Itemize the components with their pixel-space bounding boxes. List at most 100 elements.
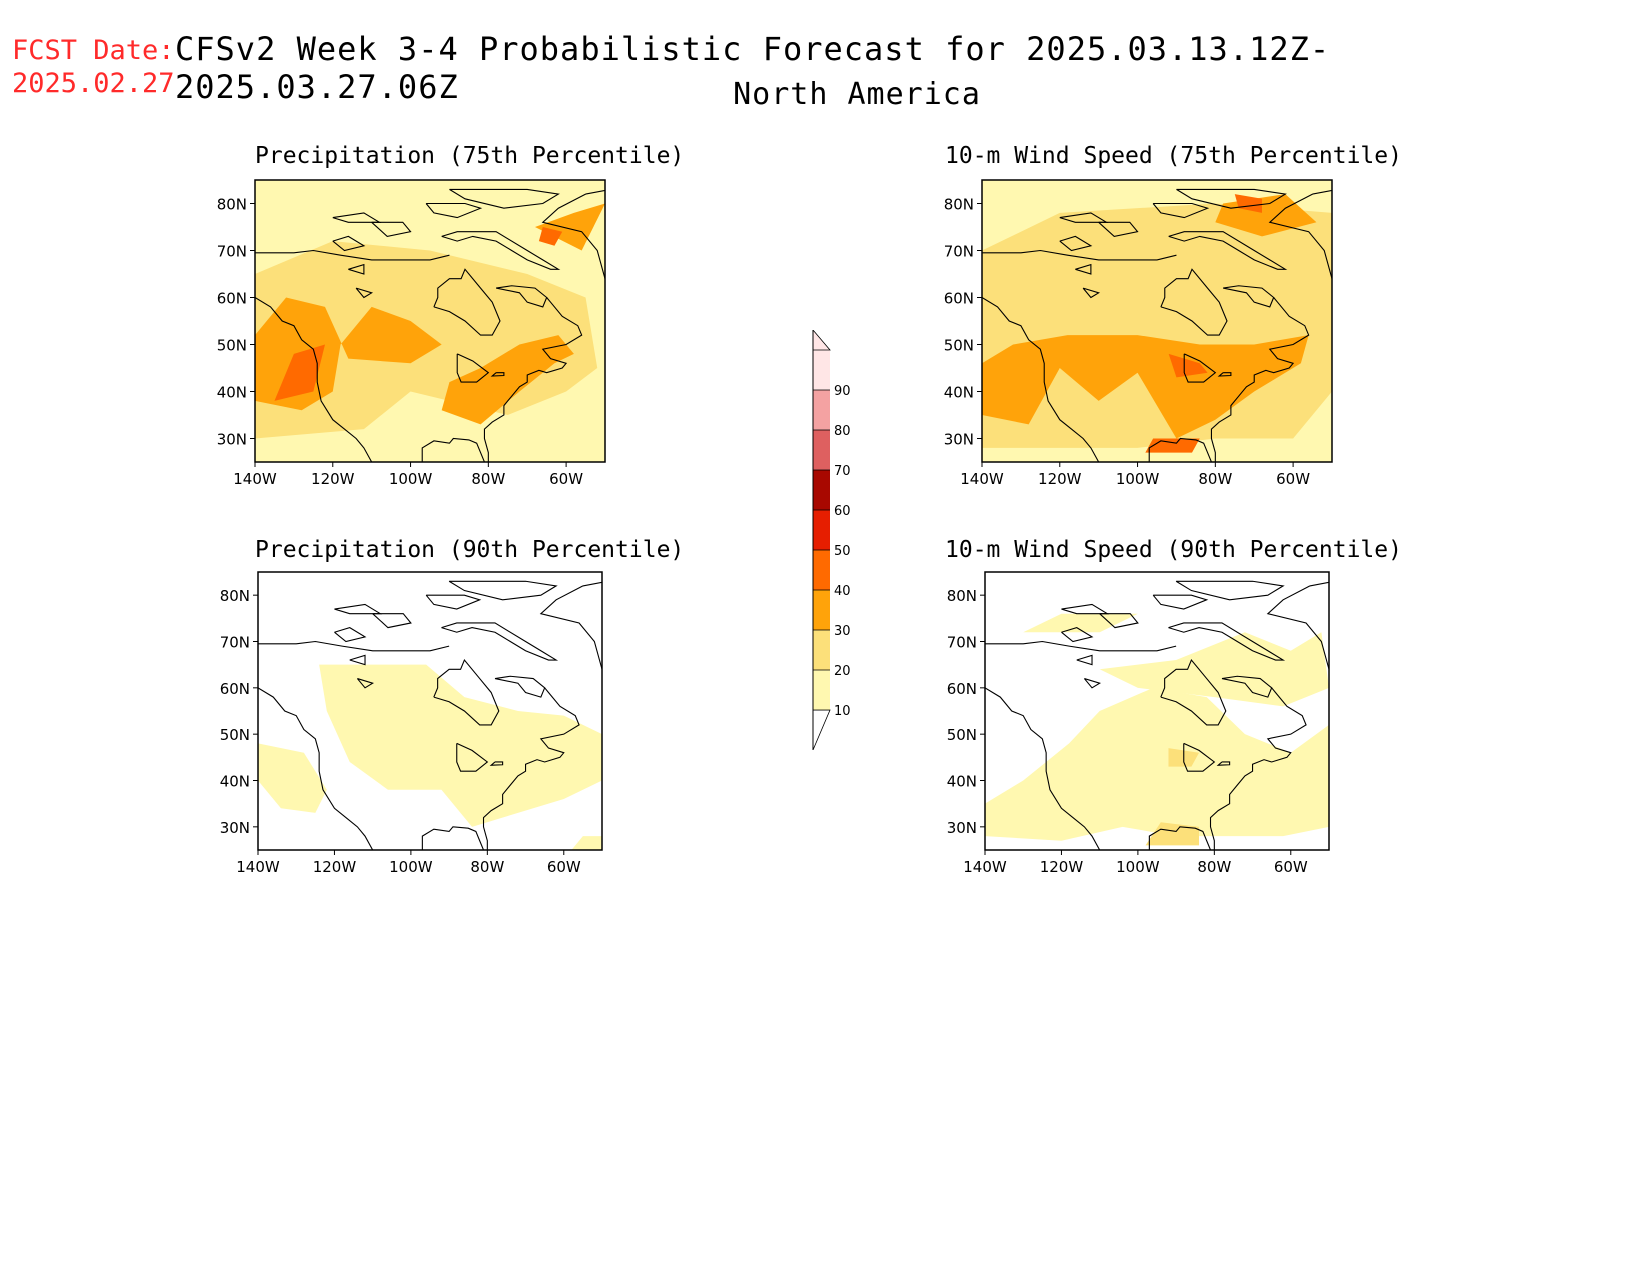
- coastline: [985, 687, 1101, 850]
- probability-shade: [571, 836, 602, 850]
- colorbar-label: 40: [834, 584, 851, 599]
- map-wind75: 80N 70N 60N 50N 40N 30N 140W 120W 100W 80W 60W: [944, 179, 1333, 488]
- colorbar-label: 20: [834, 664, 851, 679]
- panel-title-wind75: 10-m Wind Speed (75th Percentile): [945, 143, 1402, 169]
- lat-label: 30N: [220, 819, 250, 837]
- colorbar-label: 30: [834, 624, 851, 639]
- lon-label: 140W: [236, 858, 280, 876]
- lon-label: 100W: [389, 470, 433, 488]
- lon-label: 120W: [313, 858, 357, 876]
- map-frame: [981, 179, 1333, 463]
- coastline-layer: [258, 580, 602, 850]
- coastline: [1209, 687, 1307, 850]
- lon-label: 120W: [1040, 858, 1084, 876]
- map-precip90: 80N 70N 60N 50N 40N 30N 140W 120W 100W 80W 60W: [220, 571, 603, 876]
- map-frame: [254, 179, 606, 463]
- fcst-date-value: 2025.02.27: [12, 68, 175, 99]
- coastline: [1176, 188, 1287, 209]
- coastline: [255, 297, 373, 462]
- coastline: [1098, 221, 1139, 237]
- map-precip75: 80N 70N 60N 50N 40N 30N 140W 120W 100W 80W 60W: [217, 179, 606, 488]
- coastline: [1059, 212, 1109, 223]
- coastline: [355, 287, 374, 299]
- lat-label: 30N: [944, 431, 974, 449]
- coastline: [1075, 263, 1092, 275]
- coastline: [371, 221, 412, 237]
- probability-shade: [1023, 613, 1138, 633]
- lat-label: 70N: [217, 243, 247, 261]
- lat-label: 80N: [220, 587, 250, 605]
- coastline: [441, 622, 559, 661]
- coastline-layer: [985, 580, 1329, 850]
- coastline: [539, 581, 602, 670]
- shading-layer: [255, 180, 605, 462]
- lat-label: 50N: [220, 726, 250, 744]
- coastline: [1268, 189, 1332, 280]
- lon-label: 80W: [1197, 858, 1231, 876]
- probability-shade: [258, 743, 327, 813]
- lon-label: 100W: [1116, 470, 1160, 488]
- coastline: [482, 687, 580, 850]
- probability-shade: [1234, 194, 1262, 213]
- map-frame: [257, 571, 603, 851]
- panel-title-wind90: 10-m Wind Speed (90th Percentile): [945, 537, 1402, 563]
- coastline: [372, 613, 412, 629]
- coastline: [982, 249, 1177, 261]
- lat-label: 40N: [947, 773, 977, 791]
- colorbar-swatch: [813, 430, 830, 470]
- lat-label: 70N: [944, 243, 974, 261]
- coastline-layer: [255, 188, 605, 462]
- coastline: [1148, 437, 1212, 462]
- coastline: [425, 594, 482, 610]
- coastline: [483, 297, 583, 462]
- lat-label: 60N: [220, 680, 250, 698]
- coastline: [541, 189, 605, 280]
- coastline: [348, 263, 365, 275]
- lon-label: 60W: [1276, 470, 1310, 488]
- probability-shade: [1099, 632, 1329, 707]
- coastline: [1152, 202, 1210, 219]
- shading-layer: [258, 664, 602, 850]
- coastline: [985, 640, 1177, 652]
- colorbar-label: 60: [834, 504, 851, 519]
- coastline: [1183, 742, 1216, 772]
- coastline: [1175, 580, 1285, 601]
- coastline: [255, 249, 450, 261]
- coastline: [421, 826, 485, 850]
- coastline: [258, 640, 450, 652]
- coastline: [425, 202, 483, 219]
- lon-label: 80W: [470, 858, 504, 876]
- coastline: [496, 285, 548, 308]
- coastline: [1076, 654, 1093, 666]
- coastline: [1059, 235, 1093, 252]
- probability-shade: [1145, 822, 1200, 846]
- coastline: [332, 235, 366, 252]
- probability-shade: [274, 344, 325, 401]
- lat-label: 40N: [217, 384, 247, 402]
- lat-label: 60N: [947, 680, 977, 698]
- colorbar-swatch: [813, 670, 830, 710]
- coastline: [1160, 658, 1227, 726]
- lat-label: 70N: [220, 634, 250, 652]
- colorbar-low-end: [812, 709, 831, 750]
- colorbar-swatch: [813, 470, 830, 510]
- coastline: [448, 580, 558, 601]
- lon-label: 60W: [1274, 858, 1308, 876]
- lat-label: 50N: [217, 337, 247, 355]
- colorbar: 10 20 30 40 50 60 70 80 90: [812, 330, 851, 750]
- lon-label: 60W: [547, 858, 581, 876]
- coastline: [1223, 285, 1275, 308]
- lat-label: 40N: [944, 384, 974, 402]
- lon-label: 120W: [1038, 470, 1082, 488]
- coastline: [1210, 297, 1310, 462]
- coastline: [1083, 678, 1102, 689]
- lon-label: 100W: [389, 858, 433, 876]
- coastline: [1217, 372, 1232, 377]
- lat-label: 60N: [217, 290, 247, 308]
- panel-title-precip75: Precipitation (75th Percentile): [255, 143, 685, 169]
- coastline: [356, 678, 375, 689]
- colorbar-swatch: [813, 350, 830, 390]
- probability-shade: [985, 687, 1329, 841]
- colorbar-swatch: [813, 390, 830, 430]
- colorbar-label: 10: [834, 704, 851, 719]
